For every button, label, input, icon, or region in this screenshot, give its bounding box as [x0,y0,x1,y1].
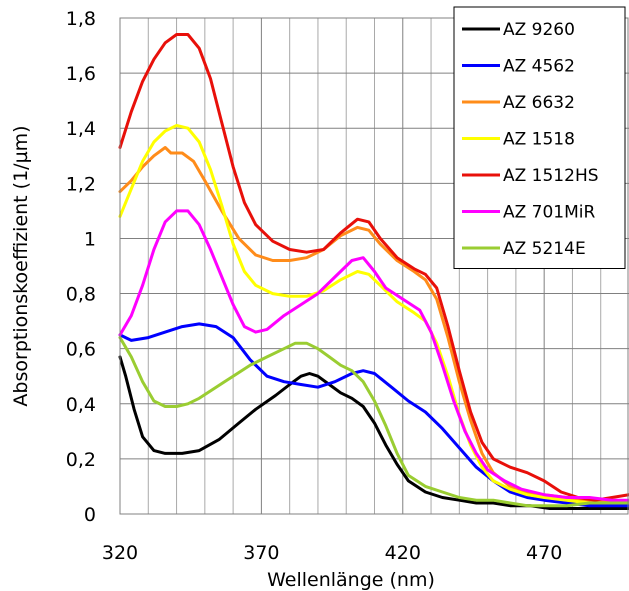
y-tick-label: 0,8 [66,284,96,306]
legend-label: AZ 6632 [503,93,575,113]
legend: AZ 9260 AZ 4562 AZ 6632 AZ 1518 AZ 1512HS AZ … [453,6,626,269]
y-tick-label: 1 [84,228,96,250]
series-line-3 [118,124,629,505]
y-tick-label: 0 [84,504,96,526]
plot-frame [119,17,629,515]
series-lines [118,33,629,510]
series-line-6 [118,336,629,508]
x-tick-label: 470 [526,542,562,564]
legend-label: AZ 5214E [503,239,586,259]
y-tick-label: 0,2 [66,449,96,471]
legend-label: AZ 9260 [503,20,575,40]
y-tick-label: 0,4 [66,394,96,416]
y-tick-label: 1,4 [66,118,96,140]
y-tick-label: 1,2 [66,173,96,195]
legend-label: AZ 1518 [503,130,575,150]
series-line-2 [118,146,629,505]
series-line-0 [118,355,629,510]
x-axis-ticks: 320 370 420 470 [102,542,562,564]
series-line-4 [118,33,629,502]
legend-label: AZ 701MiR [503,203,596,223]
x-axis-label: Wellenlänge (nm) [267,569,435,591]
legend-label: AZ 4562 [503,57,575,77]
y-tick-label: 1,8 [66,8,96,30]
x-tick-label: 420 [385,542,421,564]
series-line-1 [118,322,629,508]
series-line-5 [118,209,629,502]
x-tick-label: 370 [243,542,279,564]
y-axis-ticks: 0 0,2 0,4 0,6 0,8 1 1,2 1,4 1,6 1,8 [66,8,96,526]
legend-label: AZ 1512HS [503,166,599,186]
y-axis-label: Absorptionskoeffizient (1/µm) [10,125,32,406]
y-tick-label: 0,6 [66,339,96,361]
y-tick-label: 1,6 [66,63,96,85]
x-tick-label: 320 [102,542,138,564]
